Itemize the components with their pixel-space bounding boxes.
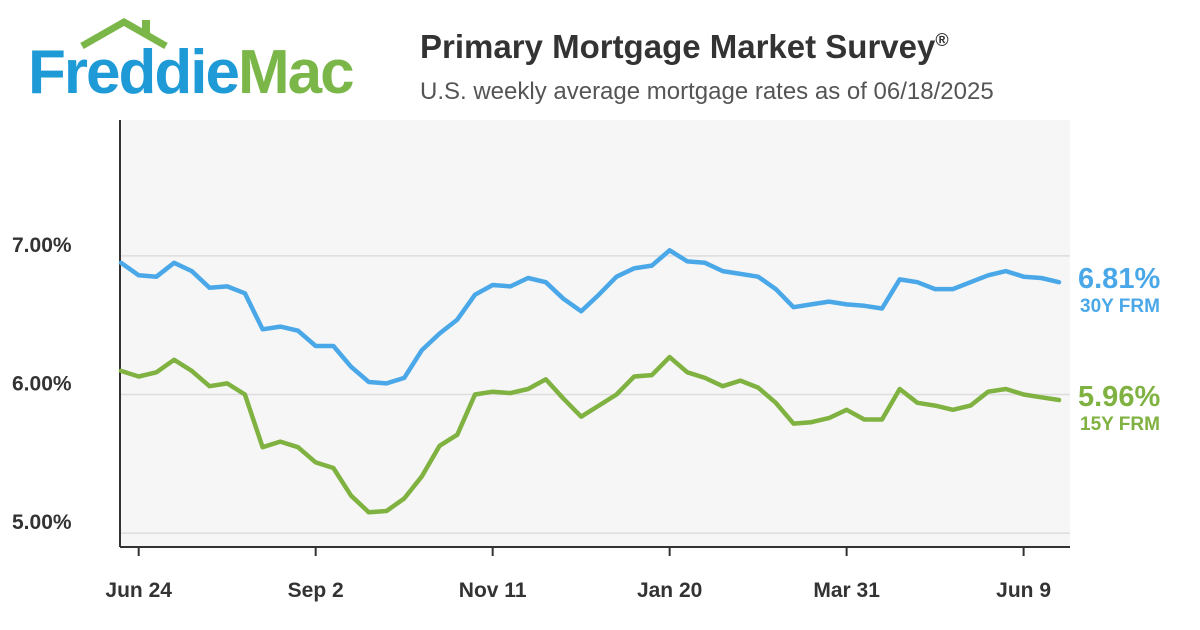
x-tick-label: Sep 2 [288, 579, 344, 602]
freddie-mac-logo: FreddieMac [24, 16, 384, 106]
y-tick-label: 6.00% [12, 373, 72, 396]
logo-wordmark: FreddieMac [28, 42, 355, 104]
series-name-label-1: 15Y FRM [1080, 414, 1160, 435]
x-tick-label: Nov 11 [459, 579, 527, 602]
house-roof-icon [80, 17, 168, 50]
series-line-0 [118, 248, 1062, 386]
logo-freddie-text: Freddie [28, 38, 240, 107]
series-line-1 [118, 354, 1062, 515]
y-tick-label: 5.00% [12, 511, 72, 534]
end-value-label-1: 5.96% [1078, 381, 1160, 413]
plot-area [120, 120, 1070, 547]
logo-mac-text: Mac [237, 38, 355, 107]
x-tick-label: Jun 24 [105, 579, 172, 602]
end-value-label-0: 6.81% [1078, 263, 1160, 295]
x-tick-label: Jan 20 [637, 579, 702, 602]
chart-title-text: Primary Mortgage Market Survey [420, 28, 936, 65]
registered-mark: ® [935, 30, 949, 50]
series-name-label-0: 30Y FRM [1080, 296, 1160, 317]
y-tick-label: 7.00% [12, 234, 72, 257]
chart-title: Primary Mortgage Market Survey® [420, 28, 949, 66]
x-tick-label: Mar 31 [813, 579, 880, 602]
x-tick-label: Jun 9 [996, 579, 1051, 602]
chart-subtitle: U.S. weekly average mortgage rates as of… [420, 78, 994, 105]
